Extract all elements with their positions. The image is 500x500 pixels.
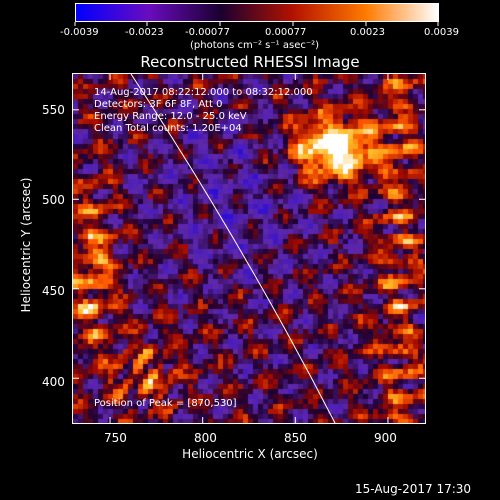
colorbar [75,3,439,22]
y-tick-label-500: 500 [42,193,65,207]
annotation-peak: Position of Peak = [870,530] [94,398,237,409]
annotation-detectors: Detectors: 3F 6F 8F, Att 0 [94,99,223,110]
y-tick-label-400: 400 [42,375,65,389]
colorbar-label-2: -0.00077 [185,27,230,38]
annotation-clean: Clean Total counts: 1.20E+04 [94,123,242,134]
x-tick-label-800: 800 [194,431,217,445]
colorbar-label-4: 0.0023 [350,27,385,38]
colorbar-label-1: -0.0023 [125,27,164,38]
y-axis-label: Heliocentric Y (arcsec) [19,177,33,313]
colorbar-unit: (photons cm⁻² s⁻¹ asec⁻²) [190,40,320,51]
plot-overlay [73,74,425,423]
colorbar-label-3: 0.00077 [265,27,307,38]
plot-title: Reconstructed RHESSI Image [140,53,360,71]
x-tick-label-850: 850 [284,431,307,445]
x-axis-label: Heliocentric X (arcsec) [182,447,318,461]
heatmap-image [73,74,425,423]
colorbar-label-0: -0.0039 [60,27,99,38]
colorbar-label-5: 0.0039 [424,27,459,38]
x-tick-label-750: 750 [104,431,127,445]
colorbar-ticks [74,22,439,26]
y-tick-label-550: 550 [42,103,65,117]
x-tick-label-900: 900 [374,431,397,445]
annotation-time: 14-Aug-2017 08:22:12.000 to 08:32:12.000 [94,87,313,98]
timestamp: 15-Aug-2017 17:30 [355,482,472,496]
heatmap-plot [72,73,426,424]
y-tick-label-450: 450 [42,284,65,298]
solar-limb-line [130,74,336,423]
annotation-energy: Energy Range: 12.0 - 25.0 keV [94,111,247,122]
